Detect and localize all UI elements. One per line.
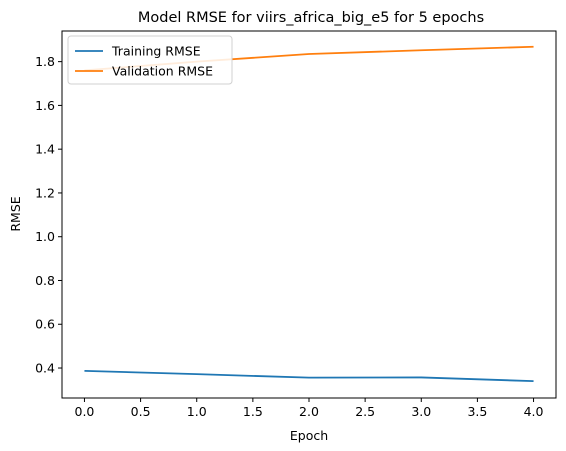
y-tick-label: 0.4: [35, 361, 55, 376]
x-tick-label: 4.0: [524, 404, 544, 419]
x-tick-label: 1.0: [187, 404, 207, 419]
series-line-training-rmse: [84, 369, 534, 383]
chart-title: Model RMSE for viirs_africa_big_e5 for 5…: [138, 10, 484, 26]
legend-box: [67, 35, 233, 85]
x-axis-ticks: 0.0 0.5 1.0 1.5 2.0 2.5 3.0 3.5 4.0: [75, 398, 544, 419]
legend-label: Validation RMSE: [112, 64, 213, 79]
x-axis-label: Epoch: [290, 428, 328, 443]
series-lines: [84, 45, 534, 383]
x-tick-label: 0.5: [131, 404, 151, 419]
x-tick-label: 2.5: [355, 404, 375, 419]
legend: Training RMSE Validation RMSE: [67, 35, 233, 85]
x-tick-label: 3.5: [467, 404, 487, 419]
legend-label: Training RMSE: [111, 44, 201, 59]
y-tick-label: 1.0: [35, 229, 55, 244]
plot-frame: [61, 30, 557, 399]
y-tick-label: 1.4: [35, 142, 55, 157]
x-tick-label: 3.0: [411, 404, 431, 419]
y-tick-label: 1.2: [35, 185, 55, 200]
x-tick-label: 0.0: [75, 404, 95, 419]
y-axis-ticks: 0.4 0.6 0.8 1.0 1.2 1.4 1.6 1.8: [35, 54, 62, 376]
x-tick-label: 2.0: [299, 404, 319, 419]
x-tick-label: 1.5: [243, 404, 263, 419]
y-tick-label: 1.6: [35, 98, 55, 113]
y-tick-label: 1.8: [35, 54, 55, 69]
y-tick-label: 0.8: [35, 273, 55, 288]
y-axis-label: RMSE: [8, 196, 23, 231]
y-tick-label: 0.6: [35, 317, 55, 332]
